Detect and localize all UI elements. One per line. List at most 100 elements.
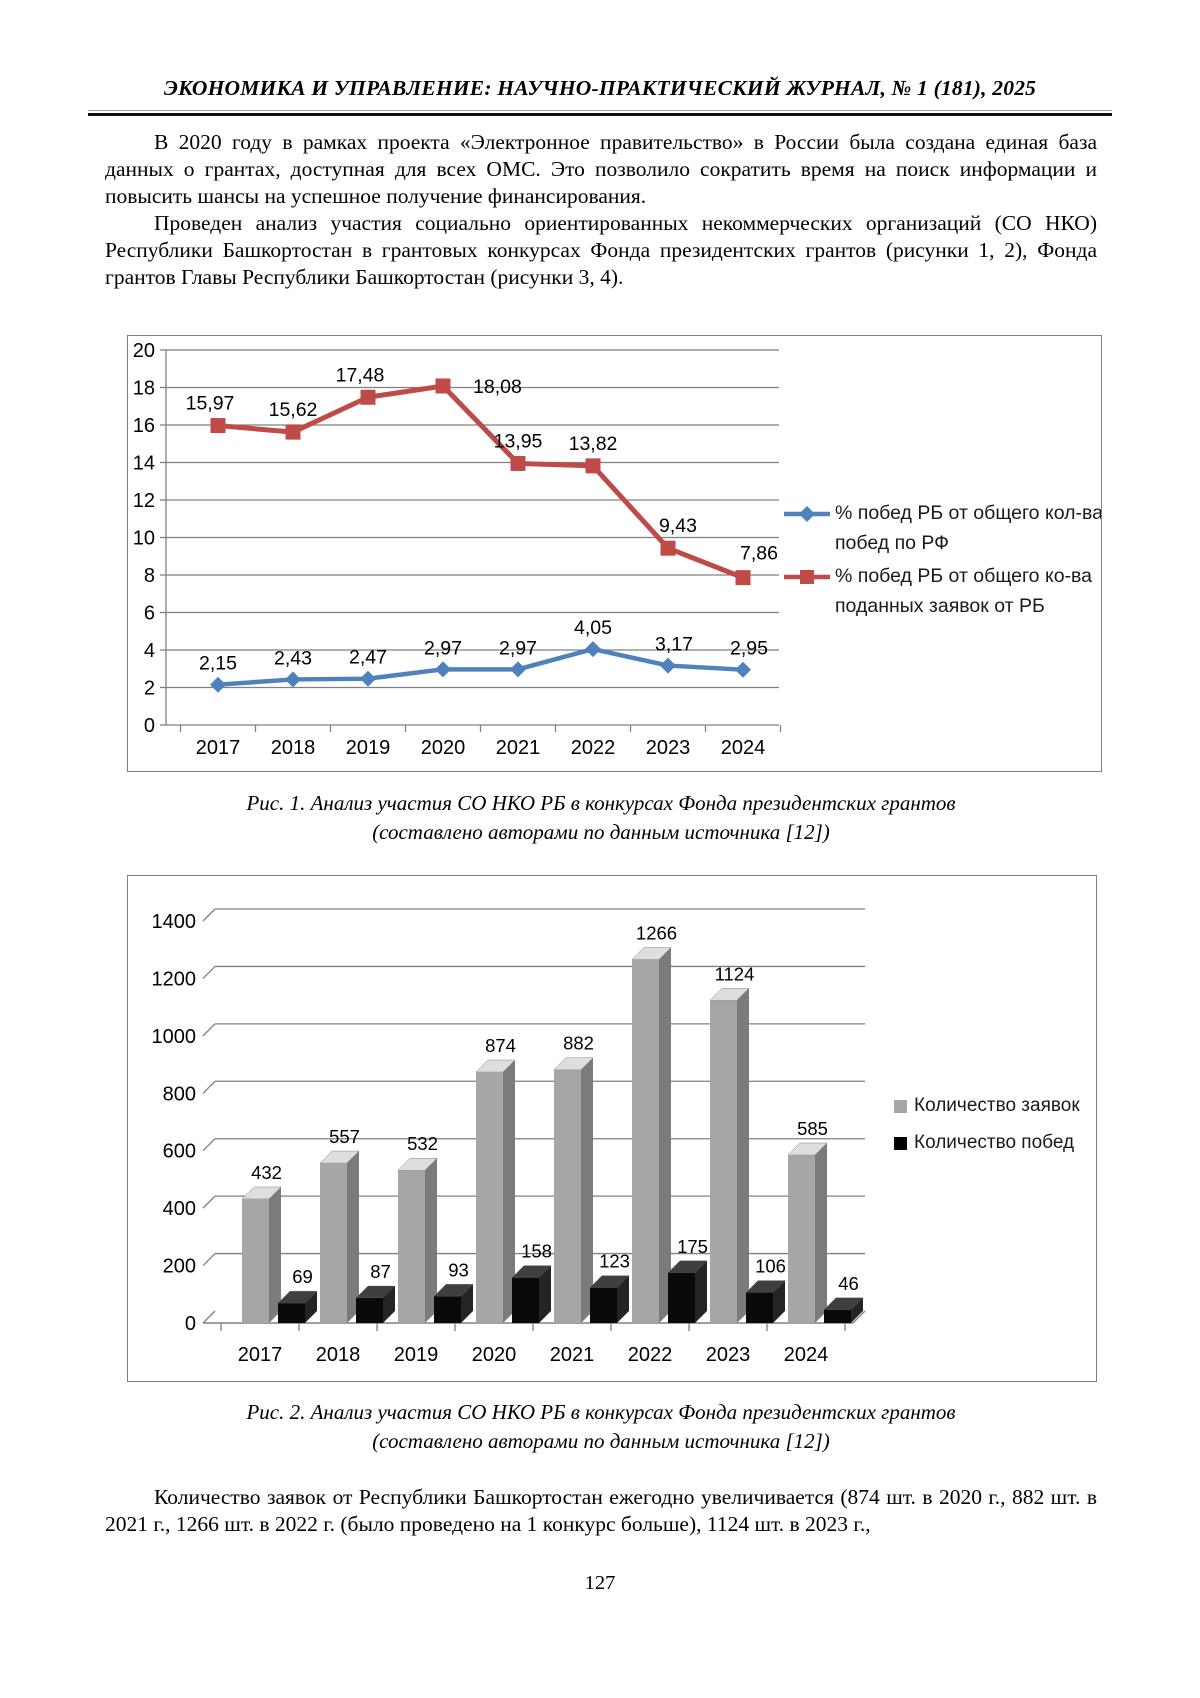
figure-2-caption: Рис. 2. Анализ участия СО НКО РБ в конку… — [105, 1398, 1097, 1456]
x-axis-label: 2017 — [238, 1344, 283, 1366]
bar-front-face — [554, 1069, 581, 1323]
x-axis-label: 2017 — [196, 737, 241, 759]
y-axis-label: 12 — [133, 490, 155, 512]
bar-side-face — [737, 988, 749, 1323]
bar-side-face — [425, 1158, 437, 1323]
bar-value-label: 432 — [251, 1162, 282, 1183]
bar-top-face — [589, 1275, 630, 1288]
journal-header-title: ЭКОНОМИКА И УПРАВЛЕНИЕ: НАУЧНО-ПРАКТИЧЕС… — [163, 76, 1037, 100]
data-point-label: 2,47 — [349, 647, 387, 669]
figure-1-caption-line1: Рис. 1. Анализ участия СО НКО РБ в конку… — [246, 791, 956, 815]
y-axis-label: 20 — [133, 340, 155, 362]
y-axis-label: 400 — [163, 1198, 196, 1220]
data-point-label: 2,43 — [274, 647, 312, 669]
y-axis-label: 14 — [133, 453, 155, 475]
x-axis-label: 2024 — [784, 1344, 829, 1366]
data-point-marker — [210, 418, 226, 434]
x-axis-label: 2019 — [394, 1344, 439, 1366]
bar-front-face — [512, 1277, 539, 1323]
x-axis-label: 2023 — [646, 737, 691, 759]
y-axis-label: 18 — [133, 378, 155, 400]
x-axis-label: 2023 — [706, 1344, 751, 1366]
data-point-marker — [585, 458, 601, 474]
legend-label-wins: Количество побед — [914, 1132, 1074, 1153]
y-axis-label: 0 — [185, 1313, 196, 1335]
bar-top-face — [475, 1059, 516, 1073]
legend-marker-diamond — [799, 506, 815, 522]
data-point-marker — [660, 540, 676, 556]
grid-connector — [202, 1195, 216, 1209]
data-point-label: 13,82 — [569, 433, 618, 455]
bar-front-face — [668, 1272, 695, 1323]
y-axis-label: 4 — [144, 640, 155, 662]
x-axis-label: 2019 — [346, 737, 391, 759]
line-chart-svg: 0 2 4 6 8 10 12 14 16 18 20 2017 2018 2019 2020 2021 202… — [133, 340, 1101, 759]
bar-top-face — [553, 1057, 594, 1070]
data-point-label: 7,86 — [740, 543, 778, 565]
bar-side-face — [581, 1057, 593, 1323]
bar-front-face — [632, 959, 659, 1323]
series-line — [217, 383, 744, 580]
bar-front-face — [710, 1000, 737, 1323]
y-axis-label: 16 — [133, 415, 155, 437]
figure-1-caption: Рис. 1. Анализ участия СО НКО РБ в конку… — [105, 789, 1097, 847]
legend-marker-square — [800, 570, 814, 584]
bar-side-face — [347, 1151, 359, 1323]
data-point-label: 2,15 — [199, 653, 237, 675]
series-line — [217, 646, 744, 687]
paragraph-egov: В 2020 году в рамках проекта «Электронно… — [105, 130, 1097, 208]
header-rule — [88, 110, 1112, 116]
data-point-label: 15,62 — [269, 399, 318, 421]
bar-value-label: 106 — [755, 1256, 786, 1277]
bar-top-face — [355, 1285, 396, 1299]
data-point-marker — [285, 671, 301, 688]
y-axis-label: 8 — [144, 565, 155, 587]
data-point-marker — [210, 676, 226, 693]
bar-side-face — [695, 1260, 707, 1323]
legend-label-series2-text: % побед РБ от общего ко-ва поданных заяв… — [835, 565, 1093, 617]
data-point-marker — [435, 661, 451, 678]
grid-connector — [202, 965, 216, 979]
data-point-label: 2,95 — [730, 638, 768, 660]
data-point-label: 13,95 — [494, 430, 543, 452]
x-axis-label: 2020 — [421, 737, 466, 759]
legend-label-series2: % побед РБ от общего ко-ва поданных заяв… — [835, 565, 1093, 617]
bar-value-label: 46 — [838, 1273, 859, 1294]
bar-value-label: 123 — [599, 1251, 630, 1272]
bar-value-label: 93 — [448, 1259, 469, 1280]
data-point-marker — [735, 661, 751, 678]
grid-connector — [202, 1138, 216, 1152]
bar-front-face — [434, 1296, 461, 1323]
bar-side-face — [461, 1284, 473, 1323]
bar-side-face — [851, 1297, 863, 1323]
legend-label-applications: Количество заявок — [914, 1095, 1080, 1116]
y-axis-label: 10 — [133, 528, 155, 550]
legend-label-series1: % побед РБ от общего кол-ва побед по РФ — [835, 502, 1101, 554]
paragraph-analysis: Проведен анализ участия социально ориент… — [105, 211, 1097, 289]
bar-chart-svg: 200 400 600 800 1000 1200 1400 0 2017 2018 2019 202… — [152, 908, 1080, 1366]
bar-front-face — [590, 1287, 617, 1323]
y-axis-label: 6 — [144, 603, 155, 625]
paragraph-applications-count: Количество заявок от Республики Башкорто… — [105, 1485, 1097, 1536]
bar-side-face — [305, 1291, 317, 1323]
figure-1-caption-line2: (составлено авторами по данным источника… — [372, 820, 830, 844]
legend-label-applications-text: Количество заявок — [914, 1095, 1080, 1116]
bar-front-face — [356, 1298, 383, 1323]
bar-value-label: 1266 — [636, 922, 677, 943]
data-point-marker — [660, 657, 676, 674]
data-point-label: 18,08 — [473, 376, 522, 398]
bar-top-face — [709, 988, 750, 1001]
bar-value-label: 1124 — [715, 963, 755, 984]
x-axis-label: 2018 — [316, 1344, 361, 1366]
y-axis-label: 200 — [163, 1256, 196, 1278]
data-point-marker — [360, 670, 376, 687]
bar-side-face — [539, 1265, 551, 1323]
y-axis-label: 1400 — [152, 911, 197, 933]
data-point-marker — [510, 455, 526, 471]
figure-2-caption-line1: Рис. 2. Анализ участия СО НКО РБ в конку… — [246, 1400, 956, 1424]
bar-side-face — [773, 1280, 785, 1323]
data-point-label: 2,97 — [499, 637, 537, 659]
data-point-label: 15,97 — [186, 393, 235, 415]
x-axis-label: 2022 — [571, 737, 616, 759]
